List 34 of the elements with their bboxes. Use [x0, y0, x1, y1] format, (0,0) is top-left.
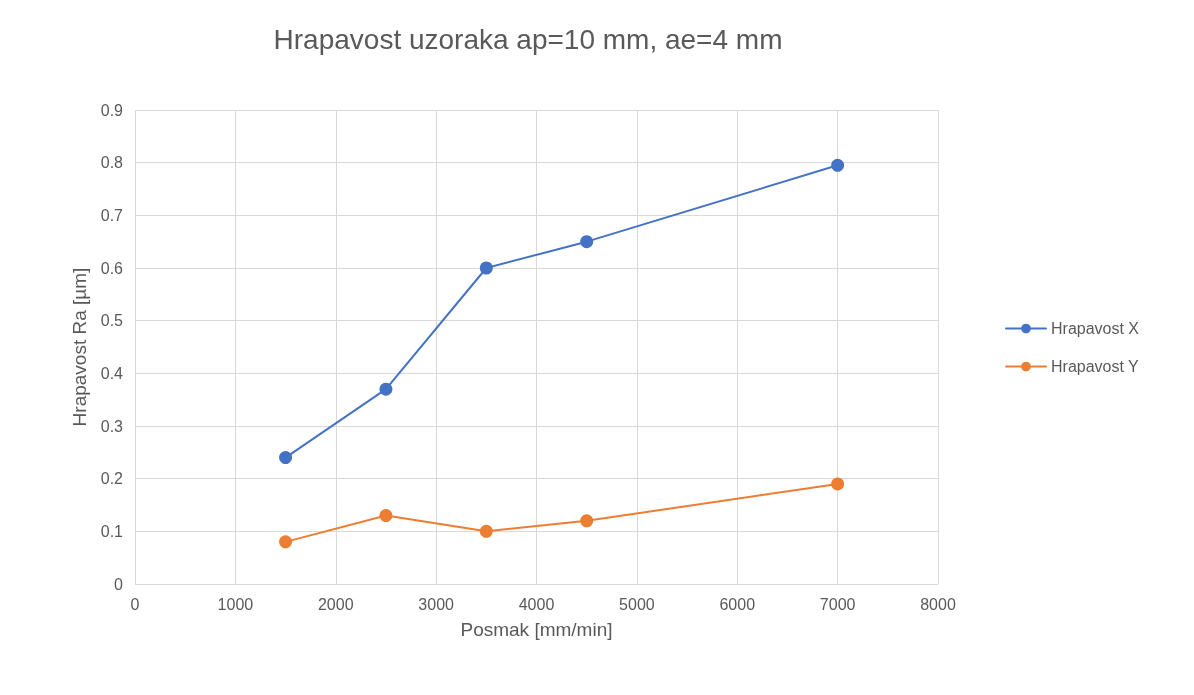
y-tick-label: 0 — [114, 575, 124, 593]
legend-label: Hrapavost Y — [1051, 358, 1140, 375]
point — [479, 524, 493, 538]
y-tick-label: 0.5 — [100, 312, 124, 330]
chart-title: Hrapavost uzoraka ap=10 mm, ae=4 mm — [273, 23, 783, 55]
x-tick-label: 1000 — [217, 595, 254, 613]
point — [580, 514, 594, 528]
x-tick-label: 3000 — [418, 595, 455, 613]
y-tick-label: 0.9 — [100, 101, 124, 119]
point — [379, 509, 393, 523]
y-tick-label: 0.7 — [100, 206, 124, 224]
point — [479, 261, 493, 275]
x-tick-label: 6000 — [719, 595, 756, 613]
y-tick-label: 0.2 — [100, 470, 124, 488]
point — [379, 382, 393, 396]
x-tick-label: 5000 — [619, 595, 655, 613]
point — [279, 451, 293, 465]
y-tick-label: 0.1 — [100, 522, 124, 540]
point — [831, 158, 845, 172]
y-tick-label: 0.8 — [100, 154, 124, 172]
x-axis-title: Posmak [mm/min] — [460, 619, 613, 640]
y-tick-label: 0.6 — [100, 259, 124, 277]
x-tick-label: 8000 — [920, 595, 956, 613]
point — [580, 235, 594, 249]
x-tick-label: 0 — [130, 595, 140, 613]
y-tick-label: 0.4 — [100, 364, 124, 382]
legend-label: Hrapavost X — [1051, 320, 1140, 337]
x-tick-label: 7000 — [819, 595, 856, 613]
x-tick-label: 4000 — [518, 595, 555, 613]
y-axis-title: Hrapavost Ra [µm] — [69, 267, 90, 427]
y-tick-label: 0.3 — [100, 417, 124, 435]
point — [279, 535, 293, 549]
point — [831, 477, 845, 491]
x-tick-label: 2000 — [317, 595, 354, 613]
